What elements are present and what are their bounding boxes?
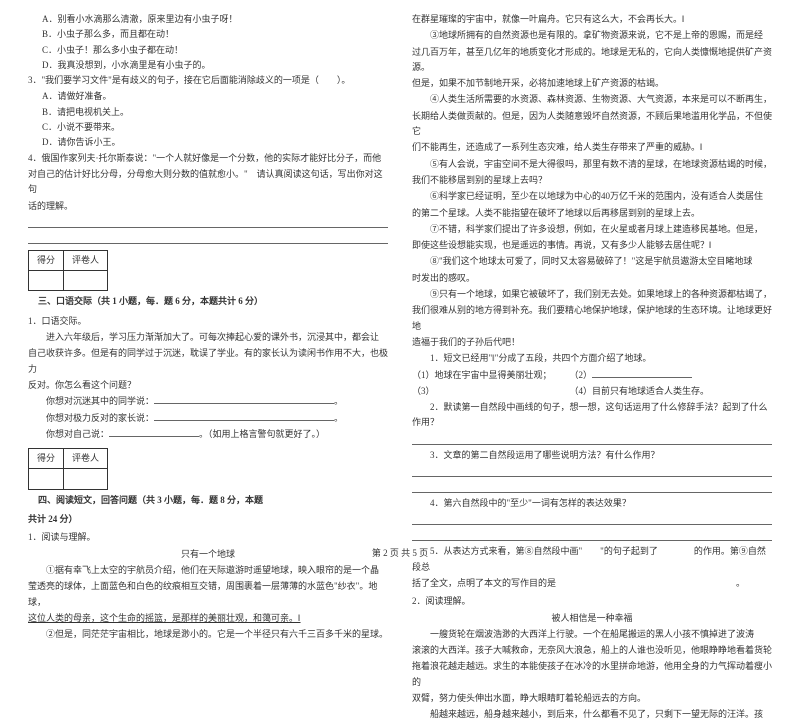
score-cell (29, 469, 64, 489)
reading-2: 2．阅读理解。 (412, 594, 772, 609)
answer-line (412, 464, 772, 477)
q3-opt-d: D．请你告诉小王。 (42, 135, 388, 150)
page-footer: 第 2 页 共 5 页 (0, 546, 800, 559)
r-p16: ⑨只有一个地球，如果它被破坏了，我们别无去处。如果地球上的各种资源都枯竭了， (412, 287, 772, 302)
r2-p5: 船越来越远，船身越来越小，到后来，什么都看不见了，只剩下一望无际的汪洋。孩 (412, 707, 772, 722)
s3-p1: 进入六年级后，学习压力渐渐加大了。可每次捧起心爱的课外书，沉浸其中，都会让 (28, 330, 388, 345)
r-p7: 们不能再生，还造成了一系列生态灾难，给人类生存带来了严重的威胁。‖ (412, 140, 772, 155)
score-header-1: 得分 (29, 449, 64, 469)
r-p6: 长期给人类做贡献的。但是，因为人类随意毁坏自然资源，不顾后果地滥用化学品，不但使… (412, 109, 772, 140)
s3-q1: 1．口语交际。 (28, 314, 388, 329)
page-container: A．别看小水滴那么清澈，原来里边有小虫子呀！ B．小虫子那么多，而且都在动！ C… (0, 0, 800, 540)
r-q3: 3．文章的第二自然段运用了哪些说明方法？有什么作用？ (412, 448, 772, 463)
score-header-1: 得分 (29, 250, 64, 270)
s3-q1-label: 你想对沉迷其中的同学说： (28, 396, 154, 406)
r-q2: 2．默读第一自然段中画线的句子，想一想，这句话运用了什么修辞手法？起到了什么作用… (412, 400, 772, 431)
r2-p1: 一艘货轮在烟波浩渺的大西洋上行驶。一个在船尾搬运的黑人小孩不慎掉进了波涛 (412, 627, 772, 642)
q3-opt-a: A．请做好准备。 (42, 89, 388, 104)
r2-p4: 双臂，努力使头伸出水面，睁大眼睛盯着轮船远去的方向。 (412, 691, 772, 706)
r-q4: 4．第六自然段中的"至少"一词有怎样的表达效果？ (412, 496, 772, 511)
s3-q1line: 你想对沉迷其中的同学说：。 (28, 394, 388, 409)
s3-q3-label: 你想对自己说： (28, 429, 109, 439)
score-cell (29, 271, 64, 291)
blank (154, 403, 334, 404)
reading-2-title: 被人相信是一种幸福 (412, 611, 772, 626)
r-p8: ⑤有人会说，宇宙空间不是大得很吗，那里有数不清的星球，在地球资源枯竭的时候， (412, 157, 772, 172)
r-q1a-text: （1）地球在宇宙中显得美丽壮观； （2） (412, 370, 592, 380)
blank (154, 420, 334, 421)
r-p1: 在群星璀璨的宇宙中，就像一叶扁舟。它只有这么大，不会再长大。‖ (412, 12, 772, 27)
score-header-2: 评卷人 (64, 449, 108, 469)
score-header-2: 评卷人 (64, 250, 108, 270)
r-p3: 过几百万年，甚至几亿年的地质变化才形成的。地球是无私的，它向人类慷慨地提供矿产资… (412, 45, 772, 76)
q3-opt-b: B．请把电视机关上。 (42, 105, 388, 120)
r1-p4: ②但是，同茫茫宇宙相比，地球是渺小的。它是一个半径只有六千三百多千米的星球。 (28, 627, 388, 642)
r-p13: 即使这些设想能实现，也是遥远的事情。再说，又有多少人能够去居住呢？‖ (412, 238, 772, 253)
s3-q3-end: 。（如用上格言警句就更好了。） (199, 429, 325, 439)
r-p11: 的第二个星球。人类不能指望在破坏了地球以后再移居到别的星球上去。 (412, 206, 772, 221)
r-q5b: 括了全文，点明了本文的写作目的是 。 (412, 576, 772, 591)
r-q1b: （3） （4）目前只有地球适合人类生存。 (412, 384, 772, 399)
r-p2: ③地球所拥有的自然资源也是有限的。拿矿物资源来说，它不是上帝的恩赐，而是经 (412, 28, 772, 43)
r-p4: 但是，如果不加节制地开采，必将加速地球上矿产资源的枯竭。 (412, 76, 772, 91)
r1-p1: ①据有幸飞上太空的宇航员介绍，他们在天际遨游时遥望地球，映入眼帘的是一个晶 (28, 563, 388, 578)
r-p5: ④人类生活所需要的水资源、森林资源、生物资源、大气资源，本来是可以不断再生， (412, 92, 772, 107)
blank (109, 436, 199, 437)
left-column: A．别看小水滴那么清澈，原来里边有小虫子呀！ B．小虫子那么多，而且都在动！ C… (28, 12, 388, 532)
s3-p2: 自己收获许多。但是有的同学过于沉迷，耽误了学业。有的家长认为读闲书作用不大，也极… (28, 346, 388, 377)
r-p9: 我们不能移居到别的星球上去吗？ (412, 173, 772, 188)
answer-line (412, 480, 772, 493)
score-cell (64, 469, 108, 489)
r-q1a: （1）地球在宇宙中显得美丽壮观； （2） (412, 368, 772, 383)
answer-line (28, 231, 388, 244)
section-4-title-a: 四、阅读短文，回答问题（共 3 小题，每．题 8 分，本题 (38, 493, 388, 508)
r-p17: 我们很难从别的地方得到补充。我们要精心地保护地球，保护地球的生态环境。让地球更好… (412, 303, 772, 334)
score-cell (64, 271, 108, 291)
reading-1: 1．阅读与理解。 (28, 530, 388, 545)
answer-line (412, 512, 772, 525)
q4-line2: 对自己的估计好比分母，分母愈大则分数的值就愈小。" 请认真阅读这句话，写出你对这… (28, 167, 388, 198)
option-c: C．小虫子！那么多小虫子都在动！ (42, 43, 388, 58)
r2-p2: 滚滚的大西洋。孩子大喊救命，无奈风大浪急，船上的人谁也没听见，他眼睁睁地看着货轮 (412, 643, 772, 658)
blank (592, 377, 692, 378)
right-column: 在群星璀璨的宇宙中，就像一叶扁舟。它只有这么大，不会再长大。‖ ③地球所拥有的自… (412, 12, 772, 532)
q4-line3: 话的理解。 (28, 199, 388, 214)
score-table: 得分 评卷人 (28, 250, 108, 292)
r-p12: ⑦不错，科学家们提出了许多设想，例如，在火星或者月球上建造移民基地。但是， (412, 222, 772, 237)
q4-line1: 4．俄国作家列夫·托尔斯泰说："一个人就好像是一个分数，他的实际才能好比分子，而… (28, 151, 388, 166)
answer-line (412, 528, 772, 541)
answer-line (412, 432, 772, 445)
r1-p2: 莹透亮的球体，上面蓝色和白色的纹痕相互交错，周围裹着一层薄薄的水蓝色"纱衣"。地… (28, 579, 388, 610)
option-a: A．别看小水滴那么清澈，原来里边有小虫子呀！ (42, 12, 388, 27)
section-4-title-b: 共计 24 分） (28, 512, 388, 527)
s3-q2-label: 你想对极力反对的家长说： (28, 413, 154, 423)
option-b: B．小虫子那么多，而且都在动！ (42, 27, 388, 42)
question-3: 3．"我们要学习文件"是有歧义的句子，接在它后面能消除歧义的一项是（ ）。 (28, 73, 388, 88)
answer-line (28, 215, 388, 228)
r-p14: ⑧"我们这个地球太可爱了，同时又太容易破碎了！"这是宇航员遨游太空目睹地球 (412, 254, 772, 269)
s3-q3line: 你想对自己说： 。（如用上格言警句就更好了。） (28, 427, 388, 442)
r-p15: 时发出的感叹。 (412, 271, 772, 286)
option-d: D．我真没想到，小水滴里是有小虫子的。 (42, 58, 388, 73)
s3-q2line: 你想对极力反对的家长说：。 (28, 411, 388, 426)
q3-opt-c: C．小说不要带来。 (42, 120, 388, 135)
r-p18: 造福于我们的子孙后代吧！ (412, 335, 772, 350)
r-q1: 1．短文已经用"‖"分成了五段，共四个方面介绍了地球。 (412, 351, 772, 366)
section-3-title: 三、口语交际（共 1 小题，每．题 6 分，本题共计 6 分） (38, 294, 388, 309)
r2-p3: 拖着浪花越走越远。求生的本能使孩子在冰冷的水里拼命地游，他用全身的力气挥动着瘦小… (412, 659, 772, 690)
r-p10: ⑥科学家已经证明，至少在以地球为中心的40万亿千米的范围内，没有适合人类居住 (412, 189, 772, 204)
s3-p3: 反对。你怎么看这个问题？ (28, 378, 388, 393)
r1-p3: 这位人类的母亲，这个生命的摇篮，是那样的美丽壮观，和蔼可亲。‖ (28, 611, 388, 626)
score-table-2: 得分 评卷人 (28, 448, 108, 490)
r1-p3-text: 这位人类的母亲，这个生命的摇篮，是那样的美丽壮观，和蔼可亲。‖ (28, 613, 301, 623)
